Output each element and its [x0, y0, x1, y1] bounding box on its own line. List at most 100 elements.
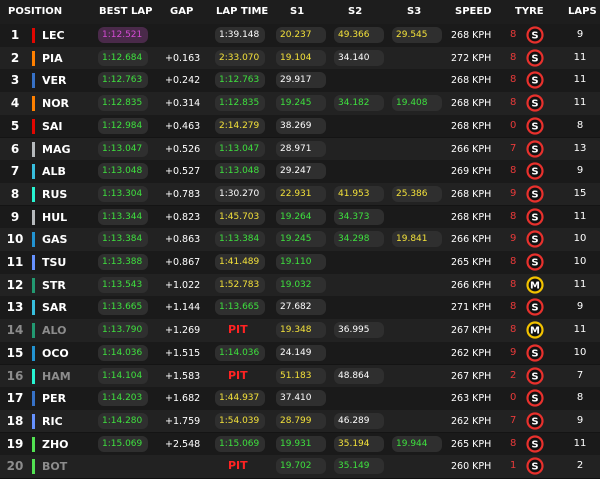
driver-row[interactable]: 10 GAS 1:13.384 +0.863 1:13.384 19.245 34.298 1… [0, 228, 600, 251]
soft-tyre-icon-graphic: S [526, 71, 544, 89]
best-lap-cell: 1:12.684 [98, 49, 148, 66]
sector-s2-cell: 35.149 [334, 458, 384, 475]
lap-time-cell: 1:13.047 [215, 140, 265, 157]
sector-s1-cell: 19.245 [276, 231, 326, 248]
driver-row[interactable]: 2 PIA 1:12.684 +0.163 2:33.070 19.104 34.140 27… [0, 46, 600, 70]
driver-row[interactable]: 14 ALO 1:13.790 +1.269 PIT 19.348 36.995 267 KP… [0, 319, 600, 342]
lap-time-cell: 1:13.665 [215, 299, 265, 316]
lap-time-cell: 2:14.279 [215, 117, 265, 134]
tyre-compound-letter: S [531, 439, 538, 450]
laps-count: 11 [573, 97, 587, 109]
team-color-bar [32, 368, 35, 384]
driver-row[interactable]: 16 HAM 1:14.104 +1.583 PIT 51.183 48.864 267 KP… [0, 364, 600, 388]
driver-row[interactable]: 17 PER 1:14.203 +1.682 1:44.937 37.410 263 KPH… [0, 387, 600, 410]
tyre-age: 8 [510, 278, 517, 290]
position-number: 19 [6, 436, 24, 451]
soft-tyre-icon-graphic: S [526, 434, 544, 453]
medium-tyre-icon-graphic: M [526, 276, 544, 294]
driver-code: OCO [42, 346, 69, 360]
sector-s1-cell: 28.799 [276, 412, 326, 429]
driver-row[interactable]: 19 ZHO 1:15.069 +2.548 1:15.069 19.931 35.194 1… [0, 432, 600, 456]
sector-s2-cell: 46.289 [334, 412, 384, 429]
driver-code: PIA [42, 51, 63, 65]
driver-code: MAG [42, 142, 71, 156]
driver-row[interactable]: 5 SAI 1:12.984 +0.463 2:14.279 38.269 268 KPH 0… [0, 114, 600, 138]
driver-row[interactable]: 4 NOR 1:12.835 +0.314 1:12.835 19.245 34.182 19… [0, 92, 600, 115]
laps-count: 9 [576, 301, 584, 313]
driver-code: ZHO [42, 437, 69, 451]
driver-row[interactable]: 6 MAG 1:13.047 +0.526 1:13.047 28.971 266 KPH 7… [0, 137, 600, 161]
soft-tyre-icon-graphic: S [526, 298, 544, 316]
driver-row[interactable]: 18 RIC 1:14.280 +1.759 1:54.039 28.799 46.289 2… [0, 409, 600, 433]
driver-row[interactable]: 8 RUS 1:13.304 +0.783 1:30.270 22.931 41.953 25… [0, 182, 600, 206]
header-s1: S1 [290, 6, 305, 17]
tyre-age: 8 [510, 29, 517, 40]
gap-value: +0.867 [165, 257, 201, 268]
sector-s1-cell: 29.247 [276, 163, 326, 180]
soft-tyre-icon: S [526, 389, 544, 407]
laps-count: 11 [573, 210, 587, 222]
sector-s2-cell: 41.953 [334, 185, 384, 202]
tyre-age: 7 [510, 414, 517, 426]
gap-value: +1.682 [165, 393, 201, 405]
tyre-compound-letter: S [531, 348, 538, 359]
header-row: POSITION BEST LAP GAP LAP TIME S1 S2 S3 … [0, 0, 600, 24]
tyre-compound-letter: S [531, 371, 538, 382]
gap-value: +1.759 [165, 415, 201, 427]
laps-count: 11 [573, 437, 587, 449]
tyre-age: 0 [510, 119, 517, 131]
laps-count: 15 [573, 187, 587, 199]
best-lap-cell: 1:13.304 [98, 185, 148, 202]
driver-row[interactable]: 7 ALB 1:13.048 +0.527 1:13.048 29.247 269 KPH 8… [0, 160, 600, 183]
driver-row[interactable]: 3 VER 1:12.763 +0.242 1:12.763 29.917 268 KPH 8… [0, 69, 600, 92]
soft-tyre-icon-graphic: S [526, 412, 544, 430]
soft-tyre-icon-graphic: S [526, 117, 544, 135]
team-color-bar [32, 300, 35, 316]
lap-time-cell: 1:12.835 [215, 95, 265, 112]
position-number: 1 [10, 28, 20, 42]
speed-value: 266 KPH [451, 143, 492, 155]
tyre-age: 0 [510, 392, 517, 404]
position-number: 4 [10, 96, 20, 111]
sector-s1-cell: 19.104 [276, 49, 326, 66]
lap-time-cell: 1:41.489 [215, 254, 265, 270]
position-number: 15 [6, 345, 24, 360]
tyre-compound-letter: S [531, 99, 538, 110]
soft-tyre-icon: S [526, 117, 544, 135]
driver-row[interactable]: 13 SAR 1:13.665 +1.144 1:13.665 27.682 271 KPH… [0, 296, 600, 319]
position-number: 13 [6, 300, 24, 315]
driver-code: BOT [42, 460, 68, 474]
laps-count: 11 [573, 74, 587, 86]
speed-value: 267 KPH [451, 325, 492, 337]
position-number: 9 [10, 209, 20, 224]
tyre-compound-letter: M [530, 280, 540, 291]
driver-row[interactable]: 1 LEC 1:12.521 1:39.148 20.237 49.366 29.545 26… [0, 24, 600, 47]
position-number: 6 [10, 141, 20, 156]
soft-tyre-icon: S [526, 457, 544, 475]
tyre-age: 8 [510, 165, 517, 177]
gap-value: +1.269 [165, 325, 201, 337]
lap-time-cell: 1:45.703 [215, 208, 265, 225]
driver-row[interactable]: 11 TSU 1:13.388 +0.867 1:41.489 19.110 265 KPH… [0, 251, 600, 274]
header-gap: GAP [170, 6, 194, 17]
gap-value: +0.823 [165, 211, 201, 223]
driver-row[interactable]: 20 BOT PIT 19.702 35.149 260 KPH 1 S 2 [0, 455, 600, 478]
sector-s2-cell: 35.194 [334, 435, 384, 452]
tyre-age: 8 [510, 301, 517, 313]
sector-s2-cell: 34.140 [334, 49, 384, 66]
team-color-bar [32, 277, 35, 293]
soft-tyre-icon: S [526, 49, 544, 67]
tyre-compound-letter: S [531, 212, 538, 223]
best-lap-cell: 1:12.763 [98, 72, 148, 89]
driver-code: ALB [42, 165, 66, 179]
laps-count: 2 [576, 460, 584, 472]
pit-indicator: PIT [228, 459, 248, 473]
driver-row[interactable]: 9 HUL 1:13.344 +0.823 1:45.703 19.264 34.373 26… [0, 205, 600, 229]
soft-tyre-icon: S [526, 139, 544, 158]
driver-code: HAM [42, 369, 71, 383]
sector-s1-cell: 19.245 [276, 95, 326, 112]
team-color-bar [32, 73, 35, 89]
driver-row[interactable]: 12 STR 1:13.543 +1.022 1:52.783 19.032 266 KPH… [0, 273, 600, 297]
sector-s3-cell: 19.841 [392, 231, 442, 248]
driver-row[interactable]: 15 OCO 1:14.036 +1.515 1:14.036 24.149 262 KPH… [0, 341, 600, 365]
